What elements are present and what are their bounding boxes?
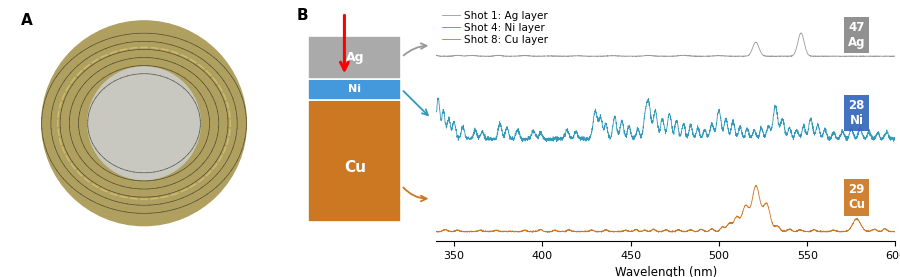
Text: Cu: Cu — [344, 160, 365, 175]
Text: Ag: Ag — [346, 51, 364, 64]
Shot 8: Cu layer: (385, 0.0127): Cu layer: (385, 0.0127) — [510, 230, 521, 233]
Legend: Shot 1: Ag layer, Shot 4: Ni layer, Shot 8: Cu layer: Shot 1: Ag layer, Shot 4: Ni layer, Shot… — [442, 11, 548, 45]
Shot 4: Ni layer: (370, 1.08): Ni layer: (370, 1.08) — [483, 138, 494, 141]
Circle shape — [87, 67, 201, 179]
X-axis label: Wavelength (nm): Wavelength (nm) — [615, 266, 717, 277]
Shot 4: Ni layer: (385, 1.18): Ni layer: (385, 1.18) — [510, 130, 521, 133]
Text: A: A — [22, 12, 33, 28]
Shot 4: Ni layer: (408, 1.06): Ni layer: (408, 1.06) — [552, 140, 562, 143]
Shot 1: Ag layer: (567, 2.06): Ag layer: (567, 2.06) — [832, 55, 842, 58]
Line: Shot 8: Cu layer: Shot 8: Cu layer — [436, 185, 896, 232]
Text: 28: 28 — [851, 98, 862, 107]
Shot 8: Cu layer: (521, 0.55): Cu layer: (521, 0.55) — [751, 184, 761, 187]
Shot 1: Ag layer: (595, 2.06): Ag layer: (595, 2.06) — [881, 55, 892, 58]
Shot 4: Ni layer: (440, 1.24): Ni layer: (440, 1.24) — [608, 124, 618, 127]
Text: 47
Ag: 47 Ag — [848, 21, 865, 49]
Text: 29
Cu: 29 Cu — [848, 183, 865, 211]
Bar — [308, 79, 401, 100]
Bar — [308, 100, 401, 222]
Shot 8: Cu layer: (600, 0.0103): Cu layer: (600, 0.0103) — [890, 230, 900, 233]
Shot 8: Cu layer: (370, 0.00445): Cu layer: (370, 0.00445) — [483, 230, 494, 234]
Shot 1: Ag layer: (451, 2.06): Ag layer: (451, 2.06) — [627, 55, 638, 58]
Shot 4: Ni layer: (340, 1.41): Ni layer: (340, 1.41) — [431, 110, 442, 114]
Line: Shot 1: Ag layer: Shot 1: Ag layer — [436, 33, 896, 57]
Text: 47: 47 — [851, 20, 862, 29]
Shot 8: Cu layer: (451, 0.0151): Cu layer: (451, 0.0151) — [627, 229, 638, 233]
Text: Ni: Ni — [348, 84, 361, 94]
Shot 1: Ag layer: (600, 2.06): Ag layer: (600, 2.06) — [890, 55, 900, 58]
Shot 8: Cu layer: (403, 1.23e-05): Cu layer: (403, 1.23e-05) — [543, 231, 553, 234]
Shot 1: Ag layer: (385, 2.06): Ag layer: (385, 2.06) — [510, 55, 521, 58]
Shot 1: Ag layer: (340, 2.07): Ag layer: (340, 2.07) — [431, 54, 442, 57]
Bar — [308, 36, 401, 79]
Shot 1: Ag layer: (440, 2.07): Ag layer: (440, 2.07) — [607, 54, 617, 57]
Shot 8: Cu layer: (595, 0.0377): Cu layer: (595, 0.0377) — [881, 227, 892, 231]
Shot 4: Ni layer: (341, 1.57): Ni layer: (341, 1.57) — [432, 96, 443, 100]
Shot 4: Ni layer: (451, 1.11): Ni layer: (451, 1.11) — [627, 136, 638, 139]
Shot 1: Ag layer: (487, 2.05): Ag layer: (487, 2.05) — [690, 55, 701, 58]
Text: 28
Ni: 28 Ni — [849, 99, 865, 127]
Text: 29: 29 — [851, 183, 861, 192]
Shot 4: Ni layer: (600, 1.1): Ni layer: (600, 1.1) — [890, 137, 900, 140]
Text: B: B — [296, 8, 308, 23]
Shot 8: Cu layer: (567, 0.0123): Cu layer: (567, 0.0123) — [832, 230, 842, 233]
Shot 4: Ni layer: (595, 1.2): Ni layer: (595, 1.2) — [881, 128, 892, 132]
Line: Shot 4: Ni layer: Shot 4: Ni layer — [436, 98, 896, 142]
Shot 8: Cu layer: (440, 0.00888): Cu layer: (440, 0.00888) — [608, 230, 618, 233]
Shot 4: Ni layer: (567, 1.09): Ni layer: (567, 1.09) — [832, 137, 842, 141]
Circle shape — [41, 21, 247, 226]
Shot 1: Ag layer: (546, 2.33): Ag layer: (546, 2.33) — [796, 31, 806, 35]
Shot 8: Cu layer: (340, 0.0076): Cu layer: (340, 0.0076) — [431, 230, 442, 234]
Shot 1: Ag layer: (370, 2.06): Ag layer: (370, 2.06) — [483, 55, 494, 58]
